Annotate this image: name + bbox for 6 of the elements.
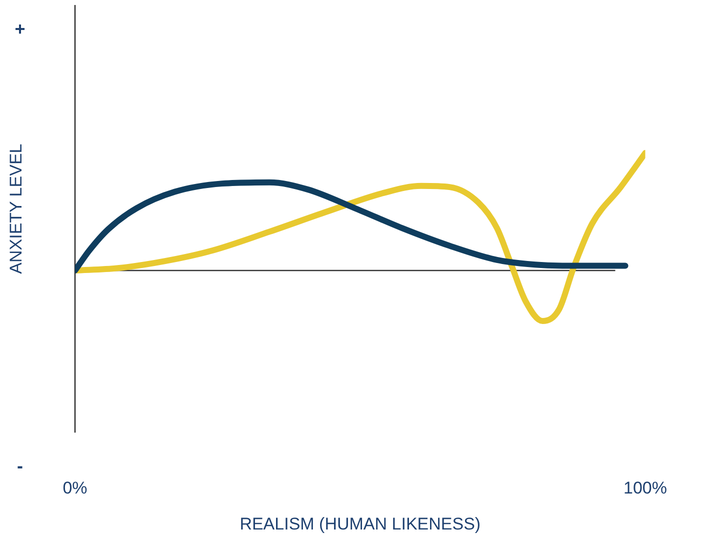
y-axis-title: ANXIETY LEVEL [6, 144, 26, 274]
x-tick-label: 0% [62, 478, 88, 498]
x-axis-title: REALISM (HUMAN LIKENESS) [240, 514, 481, 534]
text: + [14, 18, 26, 39]
text: - [17, 456, 23, 476]
x-tick-label: 100% [624, 478, 667, 498]
